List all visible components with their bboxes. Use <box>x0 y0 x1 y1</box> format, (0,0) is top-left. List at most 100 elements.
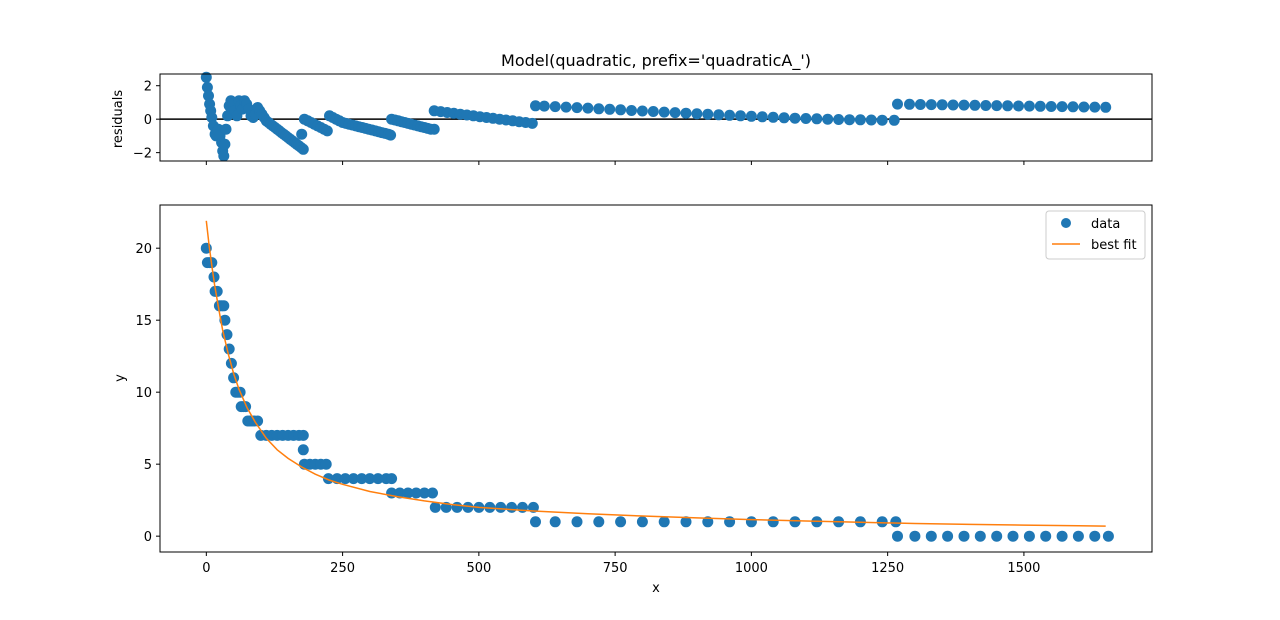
residual-data-point <box>1056 101 1068 113</box>
residual-data-point <box>969 99 981 111</box>
residual-data-point <box>833 114 845 125</box>
fit-data-point <box>320 458 332 470</box>
residual-data-point <box>680 107 692 119</box>
residual-data-point <box>756 111 768 123</box>
residual-data-point <box>219 138 231 150</box>
residual-data-point <box>1013 100 1024 112</box>
residual-data-point <box>571 102 583 114</box>
residual-data-point <box>296 128 308 140</box>
residual-data-point <box>1067 101 1079 113</box>
residual-data-point <box>385 129 397 141</box>
y-tick-label: 5 <box>144 458 152 473</box>
residuals-axes-frame <box>159 73 1153 162</box>
legend-fit-label: best fit <box>1091 238 1137 253</box>
fit-data-point <box>658 516 670 528</box>
fit-data-point <box>909 530 921 542</box>
fit-data-point <box>571 516 583 528</box>
fit-data-point <box>429 501 441 513</box>
fit-data-point <box>506 501 518 513</box>
fit-data-point <box>890 516 902 528</box>
residual-data-point <box>914 99 926 110</box>
x-tick-label: 500 <box>466 561 491 576</box>
fit-data-point <box>767 516 779 528</box>
fit-data-point <box>356 473 368 485</box>
residual-data-point <box>203 90 214 102</box>
x-tick-label: 250 <box>330 561 355 576</box>
residual-data-point <box>789 112 801 124</box>
chart-title: Model(quadratic, prefix='quadraticA_') <box>501 51 811 71</box>
residual-data-point <box>936 99 948 111</box>
fit-data-point <box>876 516 888 528</box>
fit-data-point <box>495 501 507 513</box>
y-tick-label: 10 <box>135 386 152 401</box>
fit-data-point <box>410 487 422 499</box>
residual-data-point <box>218 150 230 162</box>
best-fit-line <box>205 220 1106 527</box>
residual-data-point <box>220 123 232 135</box>
residual-data-point <box>865 114 877 126</box>
fit-data-point <box>1007 530 1019 542</box>
fit-data-point <box>252 415 264 427</box>
fit-data-point <box>219 314 231 326</box>
fit-data-point <box>418 487 430 499</box>
fit-data-point <box>925 530 937 542</box>
residual-data-point <box>200 71 212 83</box>
residual-data-point <box>538 100 550 112</box>
residual-data-point <box>428 123 440 135</box>
fit-data-point <box>958 530 970 542</box>
y-tick-label: 0 <box>144 113 152 128</box>
residual-data-point <box>947 99 959 111</box>
fit-data-point <box>1089 530 1101 542</box>
residual-data-point <box>1089 101 1101 113</box>
fit-data-point <box>394 487 406 499</box>
residual-data-point <box>691 108 703 120</box>
residual-data-point <box>636 105 648 117</box>
x-tick-label: 750 <box>603 561 628 576</box>
fit-panel: y x 0 250 500 750 1000 1250 1500 0 5 10 15 20 data … <box>113 204 1153 596</box>
fit-axes-frame <box>159 204 1153 553</box>
residuals-plot-area <box>160 71 1152 162</box>
x-tick-label: 0 <box>202 561 210 576</box>
residual-data-point <box>297 143 309 155</box>
legend: data best fit <box>1045 210 1146 260</box>
residual-data-point <box>615 104 627 116</box>
residual-data-point <box>1045 101 1057 112</box>
residual-data-point <box>560 101 572 113</box>
x-tick-label: 1500 <box>1007 561 1040 576</box>
fit-data-point <box>1040 530 1052 542</box>
residuals-axis-label: residuals <box>111 90 126 149</box>
y-tick-label: 15 <box>135 314 152 329</box>
fit-data-point <box>789 516 801 528</box>
residual-data-point <box>530 100 541 112</box>
fit-plot-area <box>200 220 1114 542</box>
residual-data-point <box>876 114 888 126</box>
residual-data-point <box>206 112 218 123</box>
fit-data-point <box>549 516 561 528</box>
residual-data-point <box>1034 100 1046 112</box>
fit-data-point <box>462 501 474 513</box>
residual-data-point <box>604 103 616 115</box>
residual-data-point <box>888 114 900 126</box>
fit-data-point <box>530 516 541 528</box>
residual-data-point <box>1078 101 1090 113</box>
residual-data-point <box>626 105 637 116</box>
x-tick-label: 1250 <box>871 561 904 576</box>
residual-data-point <box>958 99 970 111</box>
residuals-axes: −2 0 2 <box>133 80 1025 165</box>
residual-data-point <box>844 114 855 126</box>
fit-data-point <box>974 530 986 542</box>
residual-data-point <box>745 110 757 122</box>
fit-data-point <box>348 473 359 485</box>
fit-data-point <box>593 516 605 528</box>
fit-data-point <box>364 473 376 485</box>
fit-data-point <box>942 530 954 542</box>
residual-data-point <box>658 106 670 118</box>
legend-data-label: data <box>1091 217 1120 232</box>
residuals-panel: Model(quadratic, prefix='quadraticA_') r… <box>111 51 1153 165</box>
fit-data-point <box>636 516 648 528</box>
y-axis-label: y <box>113 374 128 382</box>
residual-data-point <box>549 101 561 113</box>
fit-data-point <box>1056 530 1068 542</box>
fit-data-point <box>680 516 692 528</box>
